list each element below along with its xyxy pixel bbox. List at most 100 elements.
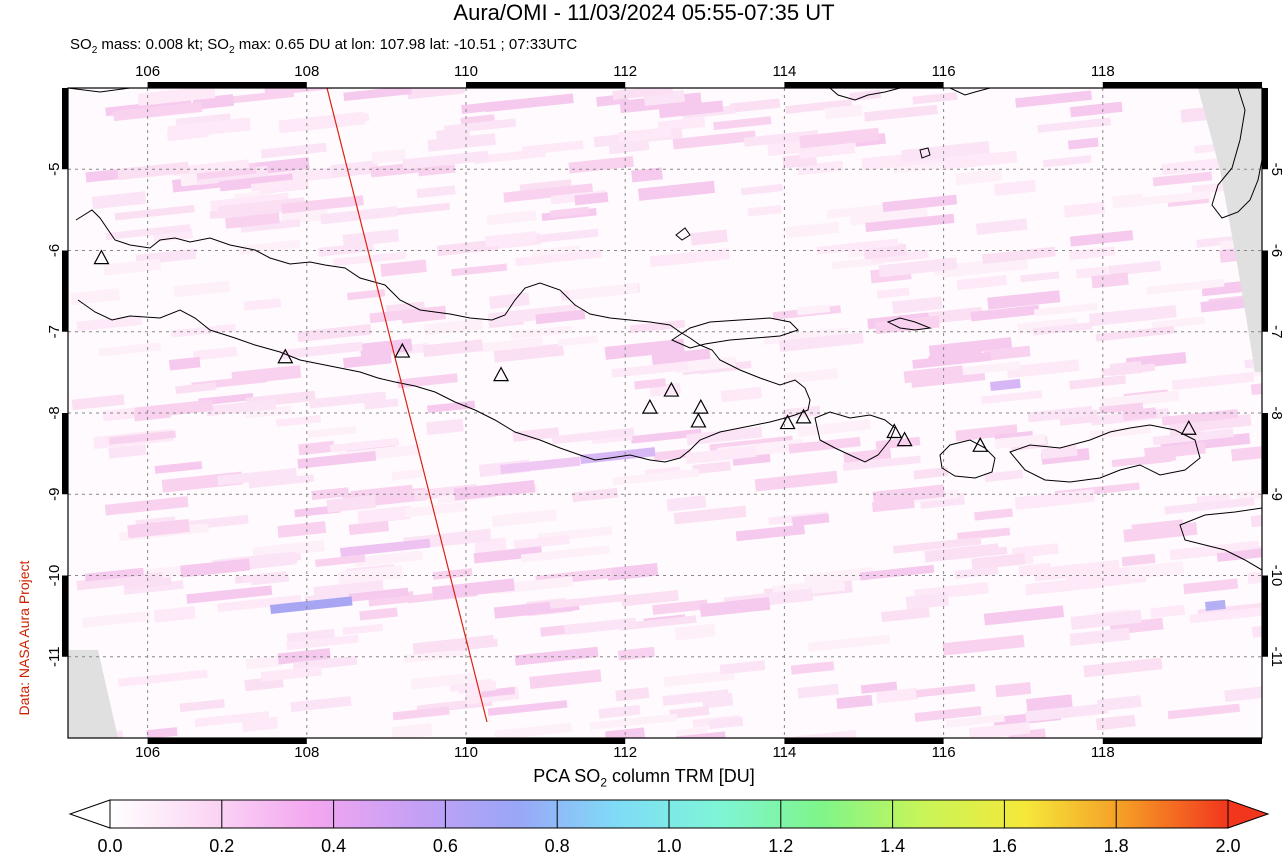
so2-pixel (666, 495, 707, 512)
so2-pixel (1069, 627, 1130, 647)
so2-pixel (1069, 230, 1134, 247)
so2-pixel (1018, 562, 1052, 577)
so2-pixel (974, 508, 1013, 521)
so2-pixel (535, 309, 586, 325)
so2-pixel (669, 705, 710, 719)
lat-label-right: -6 (1268, 244, 1285, 257)
so2-pixel (91, 191, 147, 210)
so2-pixel (239, 239, 301, 255)
volcano-triangle-icon (277, 348, 294, 364)
so2-pixel (1026, 694, 1073, 712)
so2-pixel (912, 92, 958, 105)
coastline-sumba (1179, 507, 1262, 571)
so2-pixel (244, 405, 292, 419)
so2-pixel (955, 424, 1018, 442)
so2-pixel (486, 210, 537, 226)
so2-pixel (248, 474, 315, 489)
coastline-java (75, 209, 811, 463)
so2-pixel (1167, 703, 1241, 720)
so2-pixel (193, 346, 238, 361)
so2-pixel (1063, 201, 1106, 218)
lon-label-top: 106 (135, 63, 160, 80)
so2-pixel (1069, 246, 1116, 261)
colorbar-tick-label: 1.4 (880, 836, 906, 856)
so2-pixel (743, 129, 819, 147)
so2-pixel (816, 238, 899, 255)
so2-pixel (1033, 302, 1098, 317)
so2-pixel (824, 104, 863, 120)
so2-pixel (1152, 171, 1213, 187)
so2-pixel (422, 339, 484, 358)
so2-pixel-elevated (1205, 599, 1226, 611)
so2-pixel (615, 687, 650, 702)
so2-pixel (1164, 497, 1255, 515)
so2-pixel (1025, 576, 1104, 596)
so2-pixel (549, 593, 628, 609)
lat-label-left: -11 (46, 646, 63, 667)
volcano-triangle-icon (1180, 419, 1197, 435)
so2-pixel (1020, 271, 1060, 283)
lon-label-bottom: 118 (1091, 744, 1115, 761)
so2-pixel (117, 669, 208, 687)
so2-pixel (1014, 489, 1095, 510)
so2-pixel (108, 430, 176, 445)
so2-pixel (549, 206, 590, 218)
so2-pixel (1152, 428, 1234, 446)
so2-pixel (911, 371, 986, 388)
colorbar-tick-label: 0.0 (97, 836, 123, 856)
so2-pixel (945, 714, 1005, 728)
lon-label-bottom: 112 (613, 744, 637, 761)
so2-pixel (836, 694, 873, 710)
frame-bar-top (147, 82, 307, 88)
so2-pixel (955, 168, 1003, 186)
so2-pixel (913, 467, 949, 480)
so2-pixel (876, 287, 910, 299)
frame-bar-bottom (147, 738, 307, 744)
so2-pixel (808, 634, 891, 652)
so2-pixel (406, 88, 465, 100)
so2-pixel (123, 577, 172, 590)
so2-pixel (172, 159, 250, 176)
lat-label-right: -5 (1268, 163, 1285, 176)
so2-pixel (589, 713, 678, 730)
so2-pixel (1121, 553, 1156, 567)
colorbar-tick-label: 0.4 (321, 836, 347, 856)
volcano-triangle-icon (690, 412, 707, 428)
colorbar-tick-label: 1.2 (768, 836, 794, 856)
lat-label-right: -8 (1268, 406, 1285, 419)
lat-label-left: -7 (46, 325, 63, 338)
so2-pixel (971, 553, 1026, 570)
so2-pixel (495, 576, 574, 595)
so2-pixel (871, 249, 929, 264)
so2-pixel (983, 345, 1031, 361)
so2-pixel (864, 104, 938, 122)
so2-pixel (359, 607, 398, 621)
so2-pixel-elevated (500, 456, 581, 474)
so2-pixel (912, 351, 992, 369)
so2-pixel (785, 221, 840, 239)
frame-tick-bars (62, 82, 1268, 744)
so2-pixel (297, 324, 372, 343)
so2-pixel (557, 335, 599, 347)
colorbar-tick-label: 0.8 (544, 836, 570, 856)
so2-pixel (297, 451, 377, 469)
so2-pixel (453, 480, 536, 501)
so2-pixel (831, 256, 884, 270)
so2-pixel (611, 361, 689, 378)
so2-pixel (1027, 405, 1093, 423)
volcano-triangle-icon (896, 431, 913, 447)
so2-pixel (797, 419, 872, 437)
so2-pixel (629, 319, 686, 334)
so2-pixel (331, 160, 379, 178)
so2-pixel (740, 183, 784, 196)
so2-pixel (843, 448, 892, 464)
colorbar-title: PCA SO2 column TRM [DU] (533, 766, 755, 790)
so2-pixel (881, 607, 930, 623)
lon-label-bottom: 110 (454, 744, 478, 761)
so2-pixel (281, 195, 364, 214)
so2-pixel (76, 571, 164, 591)
so2-pixel (84, 567, 144, 582)
volcano-triangle-icon (493, 366, 510, 382)
so2-pixel (512, 427, 560, 442)
frame-bar-left (62, 88, 68, 170)
